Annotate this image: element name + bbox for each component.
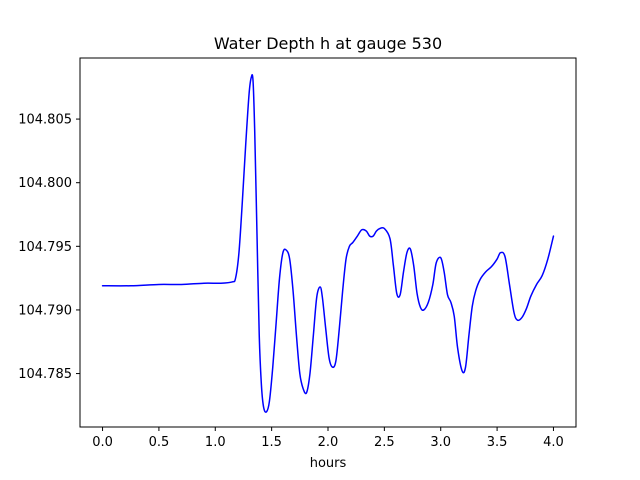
x-tick-label: 3.0	[430, 435, 451, 450]
x-tick-label: 0.0	[92, 435, 113, 450]
x-axis: 0.0 0.5 1.0 1.5 2.0 2.5 3.0 3.5 4.0	[92, 427, 564, 450]
x-axis-label: hours	[310, 456, 347, 471]
y-tick-label: 104.795	[18, 240, 72, 255]
series-line	[101, 74, 555, 413]
x-tick-label: 0.5	[149, 435, 170, 450]
x-tick-label: 4.0	[543, 435, 564, 450]
x-tick-label: 3.5	[487, 435, 508, 450]
x-tick-label: 1.5	[261, 435, 282, 450]
y-tick-label: 104.790	[18, 303, 72, 318]
x-tick-label: 2.5	[374, 435, 395, 450]
y-tick-label: 104.800	[18, 176, 72, 191]
chart-title: Water Depth h at gauge 530	[214, 34, 442, 53]
plot-series-group	[101, 74, 555, 413]
plot-frame	[79, 57, 577, 428]
y-tick-label: 104.785	[18, 367, 72, 382]
y-axis: 104.785 104.790 104.795 104.800 104.805	[18, 113, 80, 382]
x-tick-label: 2.0	[318, 435, 339, 450]
y-tick-label: 104.805	[18, 113, 72, 128]
x-tick-label: 1.0	[205, 435, 226, 450]
